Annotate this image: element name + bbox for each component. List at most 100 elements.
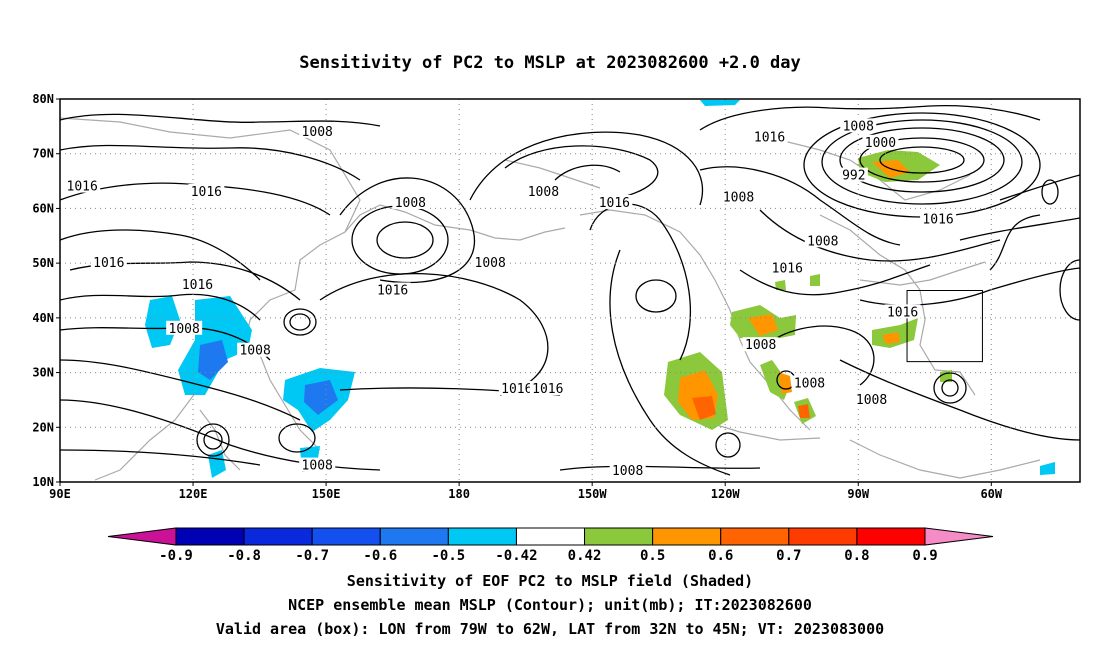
contour-label: 1008 xyxy=(612,464,643,479)
caption-line-2: NCEP ensemble mean MSLP (Contour); unit(… xyxy=(288,596,812,614)
contour-label-bg xyxy=(525,184,562,199)
shade-patch xyxy=(692,396,716,420)
contour-label-bg xyxy=(742,337,779,352)
lat-tick-label: 60N xyxy=(32,201,54,215)
contour-label-bg xyxy=(392,194,429,209)
latitude-axis: 80N 70N 60N 50N 40N 30N 20N 10N xyxy=(32,92,60,489)
contour-label: 1008 xyxy=(843,119,874,134)
contour-label: 1008 xyxy=(807,234,838,249)
colorbar-tick-label: 0.6 xyxy=(708,548,733,564)
contour-label-bg xyxy=(853,391,890,406)
contour-label-bg xyxy=(751,129,788,144)
contour-label-bg xyxy=(498,380,535,395)
figure-title: Sensitivity of PC2 to MSLP at 2023082600… xyxy=(299,53,801,73)
contour-label-bg xyxy=(791,375,828,390)
colorbar-swatch xyxy=(788,527,858,546)
colorbar-tick-label: 0.42 xyxy=(568,548,602,564)
contour-label-bg xyxy=(920,211,957,226)
colorbar-tick-label: -0.8 xyxy=(227,548,261,564)
colorbar-tick-label: 0.9 xyxy=(912,548,937,564)
colorbar-min-triangle xyxy=(107,527,177,546)
colorbar-swatch xyxy=(175,527,245,546)
contour-label: 1000 xyxy=(865,136,896,151)
contour-label-bg xyxy=(884,304,921,319)
contour-label-bg xyxy=(90,255,127,270)
shade-patch xyxy=(208,450,226,478)
shade-patch xyxy=(198,340,228,380)
lat-tick-label: 80N xyxy=(32,92,54,106)
contour-label: 1016 xyxy=(191,185,222,200)
valid-area-box xyxy=(906,290,983,363)
coastlines xyxy=(60,117,1041,481)
colorbar-tick-label: -0.6 xyxy=(363,548,397,564)
contour-label: 1016 xyxy=(67,180,98,195)
caption-line-3: Valid area (box): LON from 79W to 62W, L… xyxy=(215,620,885,638)
contour-label: 1016 xyxy=(182,278,213,293)
colorbar-tick-label: -0.42 xyxy=(495,548,537,564)
contour-label-bg xyxy=(374,282,411,297)
contour-label: 1016 xyxy=(377,284,408,299)
contour-label: 1008 xyxy=(745,338,776,353)
lat-tick-label: 40N xyxy=(32,311,54,325)
lon-tick-label: 120E xyxy=(179,487,208,501)
contour-label-bg xyxy=(529,380,566,395)
colorbar-tick-label: -0.9 xyxy=(159,548,193,564)
colorbar-swatch xyxy=(243,527,313,546)
colorbar-swatch xyxy=(311,527,381,546)
contour-label: 1016 xyxy=(922,212,953,227)
shade-patch xyxy=(882,332,900,344)
contour-label: 1008 xyxy=(794,377,825,392)
contour-label: 1008 xyxy=(395,196,426,211)
colorbar-tick-label: -0.7 xyxy=(295,548,329,564)
colorbar-swatch xyxy=(515,527,586,546)
contour-label-bg xyxy=(862,134,899,149)
contour-label-bg xyxy=(299,457,336,472)
colorbar-swatch xyxy=(856,527,926,546)
contour-label-bg xyxy=(179,277,216,292)
contour-label: 1016 xyxy=(772,262,803,277)
contour-label: 1016 xyxy=(599,196,630,211)
contour-label-bg xyxy=(472,255,509,270)
contour-label: 1008 xyxy=(239,344,270,359)
lat-tick-label: 30N xyxy=(32,366,54,380)
colorbar-tick-label: 0.5 xyxy=(640,548,665,564)
contour-label: 1016 xyxy=(93,256,124,271)
shade-patch xyxy=(798,404,810,418)
lon-tick-label: 150E xyxy=(312,487,341,501)
colorbar-swatch xyxy=(584,527,654,546)
contour-label-bg xyxy=(804,233,841,248)
contour-label: 1016 xyxy=(532,382,563,397)
contour-label-bg xyxy=(609,463,646,478)
contour-label-bg xyxy=(596,194,633,209)
contour-label-bg xyxy=(188,184,225,199)
colorbar-tick-label: 0.8 xyxy=(844,548,869,564)
contour-label: 1016 xyxy=(887,305,918,320)
contour-label-bg xyxy=(720,189,757,204)
contour-label: 1016 xyxy=(501,382,532,397)
colorbar-swatch xyxy=(652,527,722,546)
lat-tick-label: 50N xyxy=(32,256,54,270)
colorbar-tick-label: -0.5 xyxy=(432,548,466,564)
map-frame xyxy=(59,98,1081,483)
contour-label: 1016 xyxy=(754,130,785,145)
lon-tick-label: 150W xyxy=(578,487,608,501)
contour-label-bg xyxy=(237,342,274,357)
contour-label: 1008 xyxy=(302,459,333,474)
colorbar-swatch xyxy=(379,527,449,546)
contour-label-bg xyxy=(840,118,877,133)
caption-line-1: Sensitivity of EOF PC2 to MSLP field (Sh… xyxy=(346,572,754,590)
shade-patch xyxy=(775,280,786,290)
colorbar-swatch xyxy=(720,527,790,546)
colorbar-max-triangle xyxy=(924,527,994,546)
lat-tick-label: 10N xyxy=(32,475,54,489)
contour-label: 1008 xyxy=(528,185,559,200)
contour-label-bg xyxy=(64,178,101,193)
shade-patch xyxy=(304,380,338,415)
map-grid xyxy=(60,99,1080,482)
lat-tick-label: 70N xyxy=(32,147,54,161)
contour-label: 1008 xyxy=(169,322,200,337)
contour-label-bg xyxy=(839,167,868,182)
